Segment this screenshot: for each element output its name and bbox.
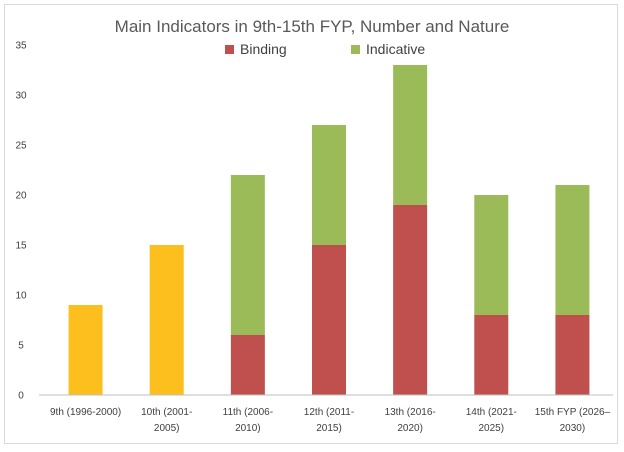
bar-segment-binding	[555, 315, 590, 395]
x-tick-label: 10th (2001-	[141, 407, 192, 418]
y-axis: 0 5 10 15 20 25 30 35	[15, 41, 27, 402]
legend-label-binding: Binding	[240, 41, 287, 57]
chart-title: Main Indicators in 9th-15th FYP, Number …	[115, 17, 510, 36]
bar-chart: Main Indicators in 9th-15th FYP, Number …	[15, 17, 613, 434]
x-tick-label: 2015)	[316, 423, 342, 434]
y-tick-label: 30	[15, 91, 27, 102]
bar-segment-indicative	[555, 185, 590, 315]
y-tick-label: 35	[15, 41, 27, 52]
x-tick-label: 11th (2006-	[223, 407, 273, 418]
bar-segment-binding	[393, 205, 428, 395]
bar-segment-binding	[230, 335, 265, 395]
x-tick-label: 2025)	[478, 423, 504, 434]
x-tick-label: 14th (2021-	[466, 407, 517, 418]
x-tick-label: 2020)	[397, 423, 423, 434]
legend-label-indicative: Indicative	[366, 41, 425, 57]
bar-segment-indicative	[230, 175, 265, 335]
bar-segment-indicative	[312, 125, 346, 245]
x-axis: 9th (1996-2000) 10th (2001- 2005) 11th (200…	[39, 394, 613, 434]
x-tick-label: 15th FYP (2026–	[535, 407, 611, 418]
y-tick-label: 25	[15, 141, 27, 152]
legend: Binding Indicative	[225, 41, 425, 57]
y-tick-label: 0	[18, 391, 24, 402]
y-tick-label: 10	[15, 291, 27, 302]
y-tick-label: 5	[18, 341, 24, 352]
bar-segment-binding	[312, 245, 346, 395]
legend-swatch-binding	[225, 45, 234, 54]
bar-segment-indicative	[393, 65, 428, 205]
x-tick-label: 2030)	[560, 423, 586, 434]
y-tick-label: 15	[15, 241, 27, 252]
bar-segment-binding	[474, 315, 509, 395]
bar-segment-total	[68, 305, 103, 395]
x-tick-label: 9th (1996-2000)	[50, 407, 121, 418]
chart-frame: Main Indicators in 9th-15th FYP, Number …	[4, 4, 618, 444]
y-tick-label: 20	[15, 191, 27, 202]
bars	[68, 65, 590, 395]
x-tick-label: 12th (2011-	[304, 407, 354, 418]
x-tick-label: 13th (2016-	[385, 407, 436, 418]
bar-segment-indicative	[474, 195, 509, 315]
bar-segment-total	[149, 245, 184, 395]
x-tick-label: 2010)	[235, 423, 261, 434]
x-tick-label: 2005)	[154, 423, 180, 434]
legend-swatch-indicative	[351, 45, 360, 54]
